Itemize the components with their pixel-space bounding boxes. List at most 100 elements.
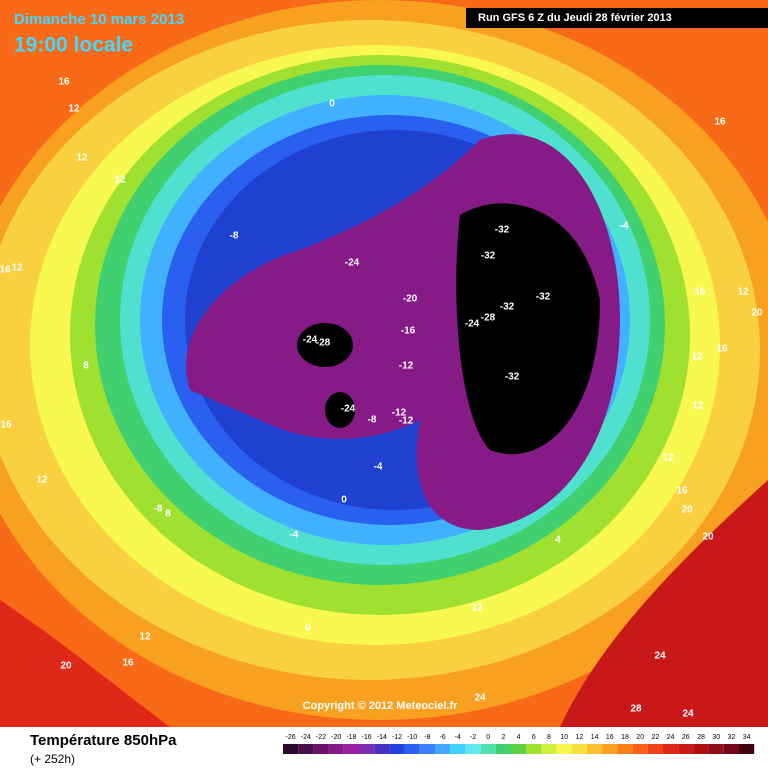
color-swatch (374, 744, 390, 754)
contour-label: -24 (345, 258, 360, 269)
forecast-date: Dimanche 10 mars 2013 (14, 11, 184, 28)
contour-label: 12 (139, 632, 151, 643)
color-swatch (678, 744, 694, 754)
contour-label: 24 (474, 693, 486, 704)
colorbar-tick: -22 (316, 734, 326, 741)
color-swatch (419, 744, 435, 754)
colorbar-tick: -24 (301, 734, 311, 741)
color-swatch (602, 744, 618, 754)
color-swatch (404, 744, 420, 754)
contour-label: 20 (751, 308, 763, 319)
color-swatch (739, 744, 755, 754)
contour-label: 24 (682, 709, 694, 720)
run-info: Run GFS 6 Z du Jeudi 28 février 2013 (478, 12, 672, 24)
colorbar-tick: 2 (501, 734, 505, 741)
contour-label: -20 (403, 294, 418, 305)
contour-label: 12 (662, 453, 674, 464)
run-banner (466, 8, 768, 28)
copyright: Copyright © 2012 Meteociel.fr (303, 700, 459, 712)
contour-label: -12 (392, 408, 407, 419)
colorbar-tick: 34 (743, 734, 751, 741)
colorbar-tick: 32 (728, 734, 736, 741)
contour-label: -8 (368, 415, 377, 426)
contour-label: 16 (714, 117, 726, 128)
color-swatch (480, 744, 496, 754)
color-swatch (465, 744, 481, 754)
color-swatch (283, 744, 299, 754)
contour-label: 0 (341, 495, 347, 506)
color-swatch (389, 744, 405, 754)
forecast-time: 19:00 locale (14, 34, 133, 57)
color-swatch (495, 744, 511, 754)
colorbar-tick: -2 (470, 734, 476, 741)
contour-label: 8 (83, 361, 89, 372)
colorbar-tick: 14 (591, 734, 599, 741)
colorbar-tick: -14 (377, 734, 387, 741)
contour-label: 16 (0, 420, 12, 431)
contour-label: -32 (505, 372, 520, 383)
contour-label: -24 (465, 319, 480, 330)
contour-label: 0 (329, 99, 335, 110)
contour-label: -32 (481, 251, 496, 262)
colorbar-tick: 22 (652, 734, 660, 741)
color-swatch (571, 744, 587, 754)
colorbar-tick: 10 (560, 734, 568, 741)
contour-label: -4 (620, 221, 629, 232)
contour-label: 12 (68, 104, 80, 115)
colorbar-tick: -12 (392, 734, 402, 741)
colorbar-tick: 4 (517, 734, 521, 741)
contour-label: 16 (0, 265, 11, 276)
colorbar-tick: -20 (331, 734, 341, 741)
colorbar-tick: 30 (712, 734, 720, 741)
contour-label: 12 (471, 603, 483, 614)
colorbar-tick: -16 (362, 734, 372, 741)
contour-label: -32 (495, 225, 510, 236)
contour-label: -4 (290, 530, 299, 541)
color-swatch (343, 744, 359, 754)
color-swatch (511, 744, 527, 754)
contour-label: 8 (165, 509, 171, 520)
color-swatch (632, 744, 648, 754)
contour-label: 16 (58, 77, 70, 88)
contour-label: 12 (737, 287, 749, 298)
color-swatch (435, 744, 451, 754)
colorbar-tick: 18 (621, 734, 629, 741)
colorbar-tick: 28 (697, 734, 705, 741)
colorbar-tick: -18 (346, 734, 356, 741)
contour-label: 20 (681, 505, 693, 516)
color-swatch (359, 744, 375, 754)
color-swatch (663, 744, 679, 754)
color-swatch (723, 744, 739, 754)
contour-label: 16 (122, 658, 134, 669)
contour-label: 28 (630, 704, 642, 715)
contour-label: -16 (401, 326, 416, 337)
contour-label: -28 (316, 338, 331, 349)
color-swatch (556, 744, 572, 754)
colorbar-tick: -10 (407, 734, 417, 741)
lead-time: (+ 252h) (30, 752, 75, 766)
colorbar-tick: 12 (576, 734, 584, 741)
color-swatch (647, 744, 663, 754)
temperature-field (0, 0, 768, 727)
contour-label: -28 (481, 313, 496, 324)
colorbar-tick: -8 (424, 734, 430, 741)
contour-label: -8 (230, 231, 239, 242)
color-swatch (526, 744, 542, 754)
contour-label: -24 (341, 404, 356, 415)
contour-label: -12 (399, 416, 414, 427)
contour-label: 16 (694, 287, 706, 298)
contour-label: 16 (676, 486, 688, 497)
contour-label: 4 (555, 535, 561, 546)
color-swatch (328, 744, 344, 754)
contour-label: -32 (536, 292, 551, 303)
contour-label: -8 (154, 504, 163, 515)
colorbar-tick: 0 (486, 734, 490, 741)
colorbar: -26 -24 -22 -20 -18 -16 -14 -12 -10 -8 -6 -4 -2 0 2 4 6 8… (283, 734, 755, 754)
contour-label: 24 (654, 651, 666, 662)
contour-label: 16 (716, 344, 728, 355)
contour-label: 12 (11, 263, 23, 274)
colorbar-tick: -6 (439, 734, 445, 741)
contour-label: -24 (303, 335, 318, 346)
